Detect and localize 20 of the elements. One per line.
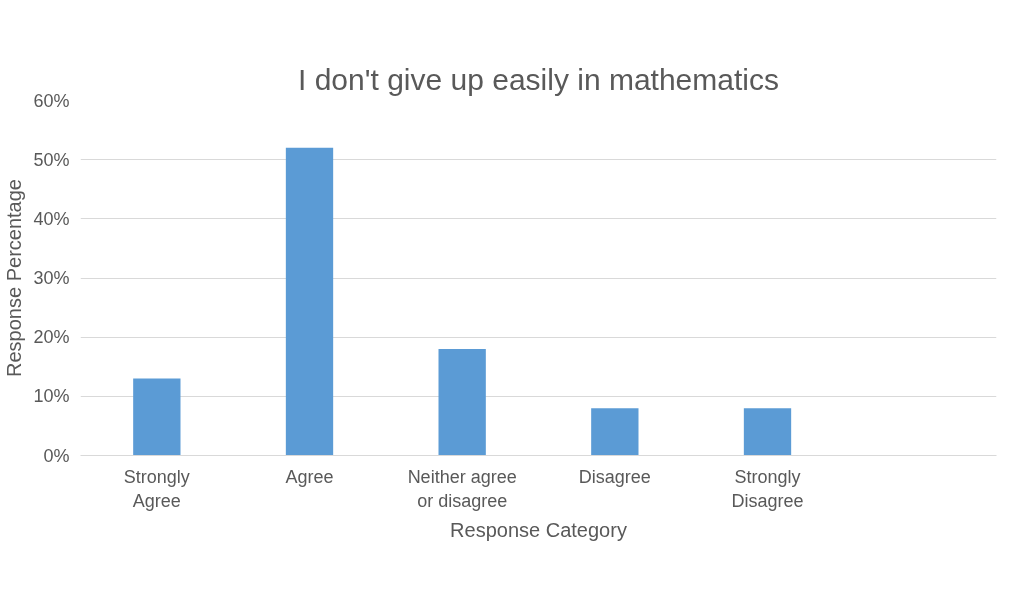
chart-title: I don't give up easily in mathematics [298, 62, 779, 96]
x-tick-label: Agree [285, 466, 334, 487]
y-tick-label: 60% [33, 90, 70, 111]
x-tick-label: Neither agree or disagree [407, 466, 517, 511]
y-axis-title: Response Percentage [3, 179, 26, 377]
bar [591, 408, 639, 456]
y-tick-label: 10% [33, 386, 70, 407]
y-tick-label: 50% [33, 149, 70, 170]
y-tick-label: 0% [43, 445, 70, 466]
bar [743, 408, 792, 456]
y-tick-label: 30% [33, 268, 70, 288]
y-tick-label: 40% [33, 208, 70, 229]
x-tick-label: Strongly Disagree [731, 466, 804, 511]
bar [285, 147, 334, 456]
y-tick-label: 20% [33, 327, 70, 348]
bar [133, 378, 181, 456]
bar [438, 349, 486, 456]
x-tick-label: Disagree [578, 466, 651, 487]
x-tick-label: Strongly Agree [123, 466, 190, 511]
x-axis-title: Response Category [450, 518, 627, 541]
